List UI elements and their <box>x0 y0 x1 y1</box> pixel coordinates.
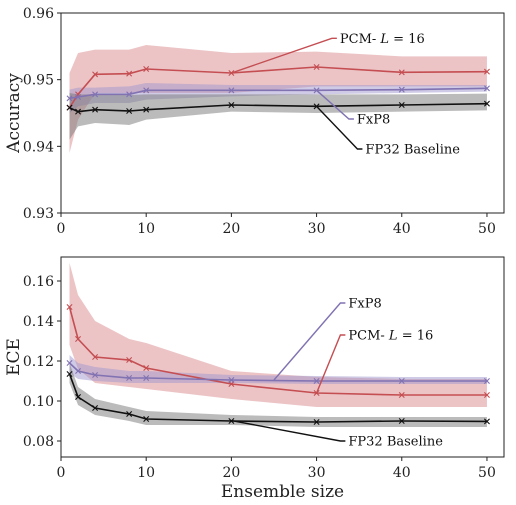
data-point-marker <box>75 336 82 342</box>
x-tick-label: 20 <box>222 221 240 237</box>
x-tick-label: 40 <box>393 221 411 237</box>
x-tick-label: 30 <box>308 465 326 481</box>
y-tick-label: 0.94 <box>23 139 54 155</box>
annotation-label: FP32 Baseline <box>348 435 443 450</box>
data-point-marker <box>313 378 320 384</box>
plot-frame <box>60 256 505 458</box>
x-tick-label: 30 <box>308 221 326 237</box>
data-point-marker <box>483 100 490 107</box>
plot-content <box>66 263 490 427</box>
x-tick-label: 0 <box>57 465 66 481</box>
data-point-marker <box>398 102 405 108</box>
annotation-label: FxP8 <box>348 297 381 312</box>
x-tick-label: 0 <box>57 221 66 237</box>
accuracy-plot: PCM- L = 16 FxP8 FP32 Baseline 0.93 0.94 0.95… <box>4 6 505 237</box>
data-point-marker <box>483 392 490 398</box>
annotation-leader-line <box>316 89 354 120</box>
data-point-marker <box>228 87 235 94</box>
annotation-leader-line <box>231 419 346 442</box>
data-point-marker <box>92 372 99 378</box>
data-point-marker <box>92 405 99 411</box>
annotation-leader-line <box>273 302 346 381</box>
data-point-marker <box>313 419 320 425</box>
data-point-marker <box>313 390 320 396</box>
data-point-marker <box>398 392 405 398</box>
data-point-marker <box>398 86 405 93</box>
data-point-marker <box>398 69 405 76</box>
data-point-marker <box>126 411 133 417</box>
y-tick-label: 0.96 <box>23 6 54 22</box>
y-tick-label: 0.16 <box>23 274 54 290</box>
data-point-marker <box>483 378 490 384</box>
y-axis-label: Accuracy <box>4 73 24 154</box>
annotation-leader-line <box>231 37 337 74</box>
data-point-marker <box>143 66 150 72</box>
data-point-marker <box>143 365 150 371</box>
data-point-marker <box>92 106 99 113</box>
data-point-marker <box>126 70 133 77</box>
data-point-marker <box>483 418 490 425</box>
data-point-marker <box>75 394 82 400</box>
data-point-marker <box>143 416 150 422</box>
data-point-marker <box>228 102 235 108</box>
annotation-label: FxP8 <box>357 113 390 128</box>
data-point-marker <box>143 87 150 94</box>
confidence-band-1 <box>69 355 487 384</box>
data-point-marker <box>143 375 150 381</box>
data-point-marker <box>483 68 490 75</box>
x-tick-label: 20 <box>222 465 240 481</box>
data-point-marker <box>66 360 73 366</box>
data-point-marker <box>398 378 405 384</box>
data-point-marker <box>75 108 82 115</box>
data-point-marker <box>126 108 133 114</box>
plot-content <box>66 45 490 153</box>
annotation-leader-line <box>316 105 363 150</box>
data-point-marker <box>126 91 133 98</box>
y-tick-label: 0.14 <box>23 314 54 330</box>
data-point-marker <box>66 104 73 111</box>
data-point-marker <box>75 94 82 100</box>
y-tick-label: 0.12 <box>23 354 54 370</box>
data-point-marker <box>66 371 73 377</box>
annotation-label: PCM- L = 16 <box>340 32 425 47</box>
x-tick-label: 10 <box>137 221 155 237</box>
data-point-marker <box>92 354 99 360</box>
x-tick-label: 40 <box>393 465 411 481</box>
x-tick-label: 50 <box>478 221 496 237</box>
annotation-leader-line <box>315 334 346 394</box>
x-tick-label: 50 <box>478 465 496 481</box>
ece-plot: FxP8 PCM- L = 16 FP32 Baseline 0.08 0.10 0.12… <box>4 256 505 502</box>
data-point-marker <box>66 95 73 102</box>
y-tick-label: 0.95 <box>23 73 54 89</box>
y-tick-label: 0.93 <box>23 206 54 222</box>
data-point-marker <box>126 375 133 381</box>
data-point-marker <box>313 64 320 70</box>
plot-frame <box>60 12 505 214</box>
data-point-marker <box>92 91 99 98</box>
x-axis-label: Ensemble size <box>221 482 344 502</box>
y-tick-label: 0.10 <box>23 394 54 410</box>
confidence-band-0 <box>69 263 487 407</box>
data-point-marker <box>92 71 99 78</box>
x-tick-label: 10 <box>137 465 155 481</box>
confidence-band-0 <box>69 45 487 153</box>
data-point-marker <box>143 106 150 113</box>
data-point-marker <box>398 418 405 424</box>
annotation-label: PCM- L = 16 <box>348 329 433 344</box>
y-axis-label: ECE <box>4 338 24 376</box>
data-point-marker <box>126 357 133 363</box>
data-point-marker <box>66 304 73 310</box>
data-point-marker <box>483 85 490 92</box>
y-tick-label: 0.08 <box>23 434 54 450</box>
data-point-marker <box>75 368 82 374</box>
data-point-marker <box>228 377 235 383</box>
annotation-label: FP32 Baseline <box>365 143 460 158</box>
